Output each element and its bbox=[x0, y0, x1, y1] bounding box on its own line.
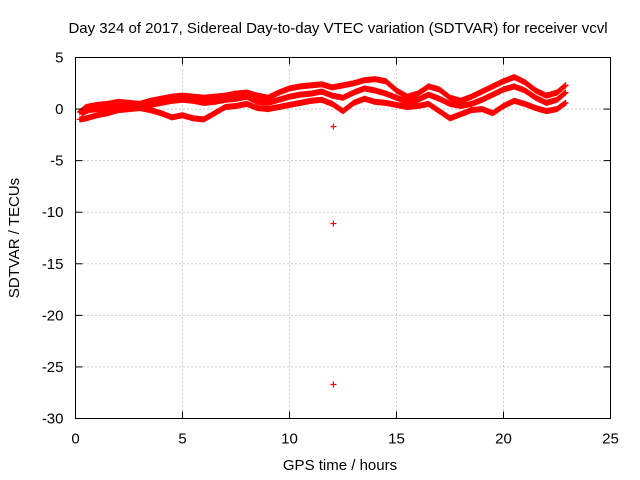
data-point bbox=[561, 100, 568, 107]
data-point bbox=[562, 99, 569, 106]
x-tick-label: 15 bbox=[388, 431, 405, 448]
y-axis-label: SDTVAR / TECUs bbox=[6, 178, 23, 298]
data-point bbox=[561, 83, 568, 90]
data-point bbox=[561, 90, 568, 97]
outlier-point bbox=[330, 220, 337, 227]
y-tick-label: -25 bbox=[42, 359, 64, 376]
y-tick-label: 0 bbox=[55, 101, 63, 118]
y-tick-label: -30 bbox=[42, 411, 64, 428]
axis-ticks bbox=[75, 57, 611, 419]
data-point bbox=[562, 89, 569, 96]
plot-frame bbox=[75, 57, 611, 419]
x-tick-label: 10 bbox=[281, 431, 298, 448]
y-tick-label: -20 bbox=[42, 307, 64, 324]
y-tick-label: -15 bbox=[42, 256, 64, 273]
y-tick-label: -5 bbox=[50, 153, 63, 170]
grid-lines bbox=[75, 57, 611, 419]
x-axis-tick-labels: 0 5 10 15 20 25 bbox=[71, 431, 619, 448]
x-tick-label: 20 bbox=[495, 431, 512, 448]
y-tick-label: 5 bbox=[55, 50, 63, 67]
y-tick-label: -10 bbox=[42, 204, 64, 221]
data-point bbox=[562, 82, 569, 89]
data-points bbox=[76, 74, 569, 388]
chart-title: Day 324 of 2017, Sidereal Day-to-day VTE… bbox=[68, 20, 607, 37]
x-tick-label: 0 bbox=[71, 431, 79, 448]
outlier-point bbox=[330, 381, 337, 388]
y-axis-tick-labels: 5 0 -5 -10 -15 -20 -25 -30 bbox=[42, 50, 64, 428]
x-tick-label: 5 bbox=[178, 431, 186, 448]
x-axis-label: GPS time / hours bbox=[283, 457, 397, 474]
outlier-point bbox=[330, 123, 337, 130]
x-tick-label: 25 bbox=[602, 431, 619, 448]
